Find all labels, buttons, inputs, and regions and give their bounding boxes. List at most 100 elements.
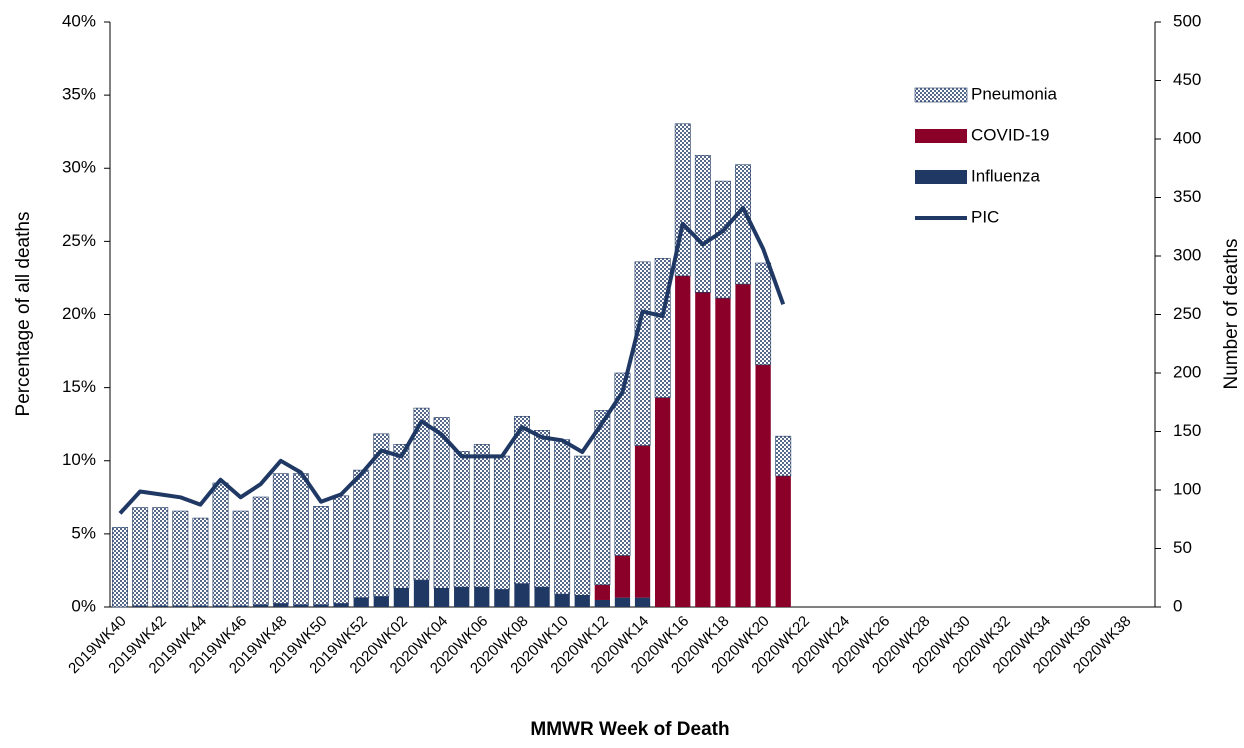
bar-segment <box>634 261 651 446</box>
bar-segment <box>373 433 390 597</box>
bar-segment <box>493 455 510 590</box>
bar-segment <box>755 364 771 607</box>
y-tick-label: 25% <box>62 231 96 250</box>
legend-swatch <box>915 129 967 143</box>
bar-segment <box>152 507 169 607</box>
line <box>118 205 786 515</box>
bar-segment <box>614 372 631 556</box>
bar-segment <box>433 417 450 589</box>
bar-segment <box>775 475 791 607</box>
bar-segment <box>554 594 570 607</box>
legend-label: PIC <box>971 207 999 226</box>
bar-segment <box>594 410 611 586</box>
bar-segment <box>192 605 209 607</box>
bar-segment <box>172 605 188 607</box>
bar-segment <box>534 430 551 588</box>
bar-segment <box>212 482 229 607</box>
y-axis-title: Percentage of all deaths <box>13 212 34 417</box>
bar-segment <box>353 597 369 607</box>
y-tick-label: 15% <box>62 377 96 396</box>
bar-segment <box>132 605 148 607</box>
bar-segment <box>413 580 430 607</box>
bar-segment <box>373 596 389 607</box>
bar-segment <box>735 284 751 607</box>
bar-segment <box>594 584 610 600</box>
bar-segment <box>253 604 269 607</box>
legend-label: COVID-19 <box>971 125 1049 144</box>
y2-tick-label: 250 <box>1173 304 1201 323</box>
bar-segment <box>574 595 590 607</box>
x-axis-title: MMWR Week of Death <box>530 719 729 740</box>
bar-segment <box>714 180 731 299</box>
legend-label: Pneumonia <box>971 84 1058 103</box>
bar-segment <box>655 397 671 607</box>
bar-segment <box>634 597 651 607</box>
bar-segment <box>614 555 631 598</box>
y-tick-label: 20% <box>62 304 96 323</box>
y-tick-label: 40% <box>62 11 96 30</box>
bar-segment <box>634 445 651 598</box>
bar-segment <box>272 473 289 604</box>
y2-tick-label: 200 <box>1173 362 1201 381</box>
bar-segment <box>232 605 249 607</box>
y2-tick-label: 300 <box>1173 245 1201 264</box>
bar-segment <box>755 262 772 366</box>
bar-segment <box>353 469 370 598</box>
y-tick-label: 35% <box>62 85 96 104</box>
bar-segment <box>474 587 490 607</box>
bar-segment <box>675 275 691 607</box>
y-tick-label: 30% <box>62 158 96 177</box>
bar-segment <box>112 527 128 608</box>
bar-segment <box>433 588 450 607</box>
legend-label: Influenza <box>971 166 1041 185</box>
y-tick-label: 5% <box>71 523 96 542</box>
bar-segment <box>212 605 229 607</box>
bar-segment <box>313 506 329 605</box>
bar-segment <box>695 292 711 607</box>
bar-segment <box>574 455 591 596</box>
bar-segment <box>614 597 631 607</box>
bar-segment <box>192 517 209 607</box>
bar-segment <box>594 599 610 607</box>
y2-tick-label: 350 <box>1173 187 1201 206</box>
bar-segment <box>152 605 168 607</box>
bar-segment <box>494 589 510 607</box>
bar-segment <box>292 473 309 605</box>
bar-segment <box>534 587 550 607</box>
bar-segment <box>554 439 571 595</box>
bar-segment <box>694 155 711 293</box>
y2-tick-label: 450 <box>1173 70 1201 89</box>
bar-segment <box>132 507 149 607</box>
bar-segment <box>293 604 309 607</box>
bar-segment <box>232 510 249 607</box>
bar-segment <box>735 164 751 285</box>
bar-segment <box>775 435 792 477</box>
bar-segment <box>473 444 490 588</box>
bar-segment <box>453 451 470 588</box>
bar-segment <box>333 603 349 607</box>
bar-segment <box>654 258 671 398</box>
bar-segment <box>393 444 410 589</box>
bar-segment <box>333 495 350 604</box>
y-tick-label: 0% <box>71 596 96 615</box>
y2-tick-label: 400 <box>1173 128 1201 147</box>
y2-tick-label: 150 <box>1173 421 1201 440</box>
y2-tick-label: 500 <box>1173 11 1201 30</box>
bar-segment <box>313 604 329 607</box>
y2-axis-title: Number of deaths <box>1221 238 1242 389</box>
y2-tick-label: 0 <box>1173 596 1182 615</box>
bar-segment <box>393 588 410 607</box>
bar-segment <box>715 298 731 607</box>
bar-segment <box>454 587 470 607</box>
legend-swatch <box>915 170 967 184</box>
legend-swatch <box>914 87 968 103</box>
bar-segment <box>273 603 289 607</box>
y2-tick-label: 50 <box>1173 538 1192 557</box>
bar-segment <box>514 415 530 584</box>
y-tick-label: 10% <box>62 450 96 469</box>
bar-segment <box>172 510 189 607</box>
bar-segment <box>252 496 269 605</box>
bar-segment <box>413 407 430 581</box>
y2-tick-label: 100 <box>1173 479 1201 498</box>
